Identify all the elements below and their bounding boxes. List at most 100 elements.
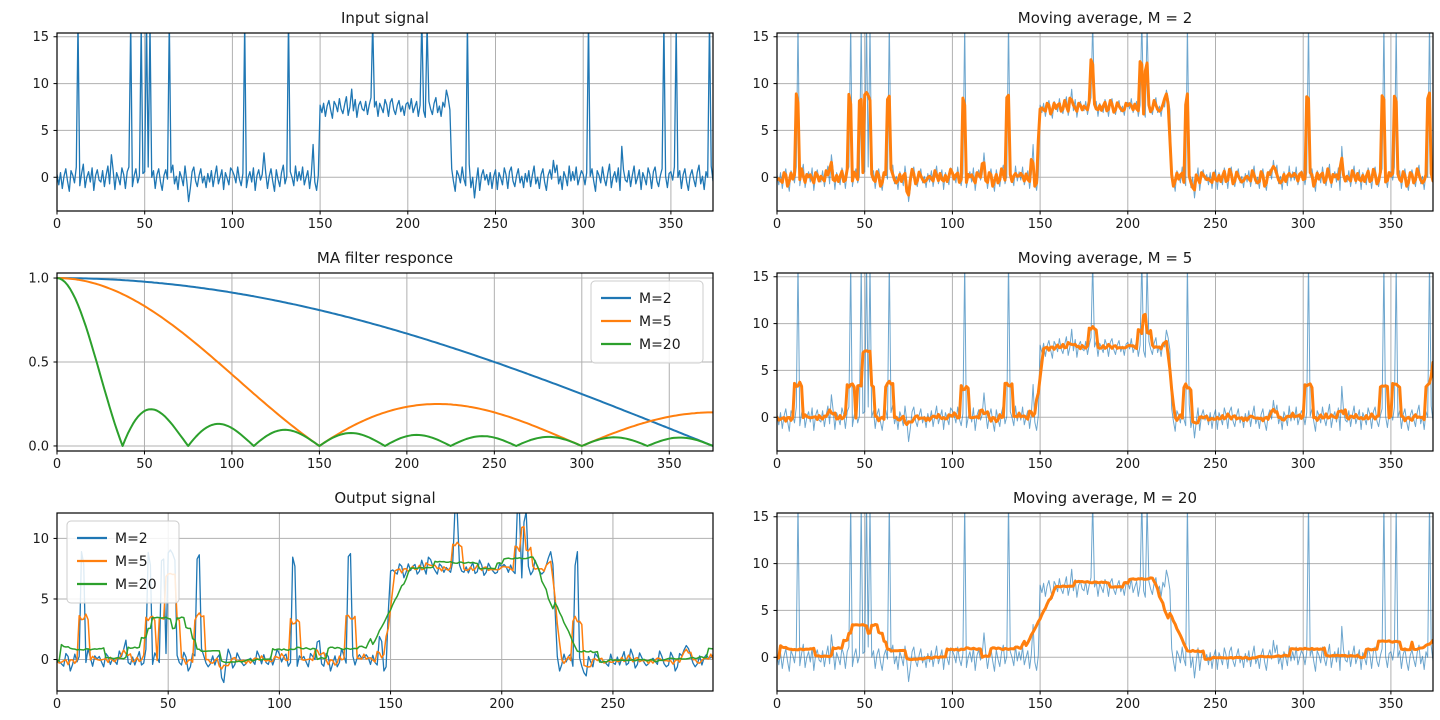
svg-text:350: 350 — [658, 217, 683, 232]
svg-text:200: 200 — [395, 217, 420, 232]
series-m-5 — [57, 277, 713, 447]
legend: M=2 M=5 M=20 — [66, 520, 180, 604]
chart-title-output-signal: Output signal — [334, 489, 436, 507]
svg-text:300: 300 — [1291, 457, 1316, 472]
svg-text:0: 0 — [773, 457, 781, 472]
svg-text:0: 0 — [41, 653, 49, 668]
axes-spines — [776, 512, 1434, 692]
tick-labels: 0 50 100 150 200 250 300 350 0.0 0.5 1.0 — [28, 272, 681, 472]
chart-moving-average-m20: Moving average, M = 20 0 50 100 150 200 250 30… — [720, 480, 1440, 720]
svg-text:50: 50 — [136, 457, 153, 472]
svg-text:5: 5 — [761, 124, 769, 139]
chart-title-input-signal: Input signal — [341, 9, 429, 27]
svg-text:5: 5 — [761, 604, 769, 619]
series-m-20 — [57, 277, 713, 447]
axes-spines — [56, 32, 714, 212]
svg-text:0: 0 — [773, 697, 781, 712]
ma-filter-response-plot: 0 50 100 150 200 250 300 350 0.0 0.5 1.0 M=2 M=5 M=20 — [28, 272, 714, 472]
legend-label: M=5 — [639, 314, 672, 330]
svg-text:150: 150 — [307, 457, 332, 472]
tick-labels: 0 50 100 150 200 250 300 350 0 5 10 15 — [752, 270, 1403, 472]
svg-text:150: 150 — [1028, 217, 1053, 232]
svg-text:350: 350 — [1378, 697, 1403, 712]
tick-labels: 0 50 100 150 200 250 300 350 0 5 10 15 — [752, 510, 1403, 712]
chart-moving-average-m2: Moving average, M = 2 0 50 100 150 200 250 300… — [720, 0, 1440, 240]
grid-lines — [56, 33, 713, 211]
svg-text:50: 50 — [856, 457, 873, 472]
svg-text:250: 250 — [601, 697, 626, 712]
svg-text:150: 150 — [378, 697, 403, 712]
chart-input-signal: Input signal 0 50 100 150 200 250 300 350 0 5 10 15 — [0, 0, 720, 240]
tick-labels: 0 50 100 150 200 250 300 350 0 5 10 15 — [752, 30, 1403, 232]
series-ma-m-2 — [777, 58, 1433, 197]
svg-text:0: 0 — [761, 171, 769, 186]
svg-text:0: 0 — [761, 651, 769, 666]
svg-text:15: 15 — [752, 30, 769, 45]
svg-text:100: 100 — [940, 217, 965, 232]
moving-average-m5-plot: 0 50 100 150 200 250 300 350 0 5 10 15 — [752, 270, 1434, 472]
output-signal-plot: 0 50 100 150 200 250 0 5 10 M=2 M=5 M=20 — [32, 512, 714, 712]
svg-text:5: 5 — [41, 592, 49, 607]
svg-text:250: 250 — [1203, 697, 1228, 712]
series-input — [777, 273, 1433, 443]
svg-text:100: 100 — [267, 697, 292, 712]
svg-text:10: 10 — [752, 317, 769, 332]
legend-label: M=2 — [115, 531, 148, 547]
chart-output-signal: Output signal 0 50 100 150 200 250 0 5 10 M=2 M=5 M… — [0, 480, 720, 720]
svg-text:100: 100 — [220, 217, 245, 232]
series-input — [57, 33, 713, 203]
svg-text:15: 15 — [752, 270, 769, 285]
legend-label: M=20 — [115, 577, 157, 593]
input-signal-plot: 0 50 100 150 200 250 300 350 0 5 10 15 — [32, 30, 714, 232]
legend-label: M=5 — [115, 554, 148, 570]
svg-text:100: 100 — [940, 697, 965, 712]
svg-text:0: 0 — [53, 457, 61, 472]
moving-average-m2-plot: 0 50 100 150 200 250 300 350 0 5 10 15 — [752, 30, 1434, 232]
svg-text:300: 300 — [569, 457, 594, 472]
svg-text:0: 0 — [53, 697, 61, 712]
svg-text:5: 5 — [41, 124, 49, 139]
chart-title-moving-average-m20: Moving average, M = 20 — [1012, 489, 1198, 507]
svg-text:100: 100 — [940, 457, 965, 472]
svg-text:100: 100 — [220, 457, 245, 472]
svg-text:300: 300 — [571, 217, 596, 232]
svg-text:0: 0 — [53, 217, 61, 232]
svg-text:250: 250 — [1203, 457, 1228, 472]
svg-text:0: 0 — [773, 217, 781, 232]
svg-text:5: 5 — [761, 364, 769, 379]
axes-spines — [776, 32, 1434, 212]
series-m-20 — [57, 556, 713, 664]
series-ma-m-5 — [777, 312, 1433, 427]
svg-text:0.5: 0.5 — [28, 356, 49, 371]
axes-spines — [776, 272, 1434, 452]
series-group — [57, 33, 713, 203]
svg-text:300: 300 — [1291, 697, 1316, 712]
series-ma-m-20 — [777, 576, 1433, 662]
chart-title-moving-average-m5: Moving average, M = 5 — [1017, 249, 1193, 267]
legend: M=2 M=5 M=20 — [590, 280, 704, 364]
svg-text:200: 200 — [1115, 697, 1140, 712]
svg-text:15: 15 — [32, 30, 49, 45]
legend-label: M=2 — [639, 291, 672, 307]
svg-text:50: 50 — [136, 217, 153, 232]
svg-text:300: 300 — [1291, 217, 1316, 232]
tick-labels: 0 50 100 150 200 250 300 350 0 5 10 15 — [32, 30, 683, 232]
legend-label: M=20 — [639, 337, 681, 353]
svg-text:150: 150 — [308, 217, 333, 232]
svg-text:200: 200 — [489, 697, 514, 712]
chart-title-moving-average-m2: Moving average, M = 2 — [1017, 9, 1193, 27]
svg-text:150: 150 — [1028, 697, 1053, 712]
svg-text:200: 200 — [394, 457, 419, 472]
svg-text:10: 10 — [752, 77, 769, 92]
svg-text:15: 15 — [752, 510, 769, 525]
series-group — [777, 513, 1433, 683]
svg-text:10: 10 — [752, 557, 769, 572]
series-m-2 — [57, 277, 713, 447]
svg-text:0.0: 0.0 — [28, 439, 49, 454]
svg-text:350: 350 — [657, 457, 682, 472]
svg-text:10: 10 — [32, 532, 49, 547]
svg-text:50: 50 — [160, 697, 177, 712]
svg-text:350: 350 — [1378, 217, 1403, 232]
series-group — [777, 273, 1433, 443]
